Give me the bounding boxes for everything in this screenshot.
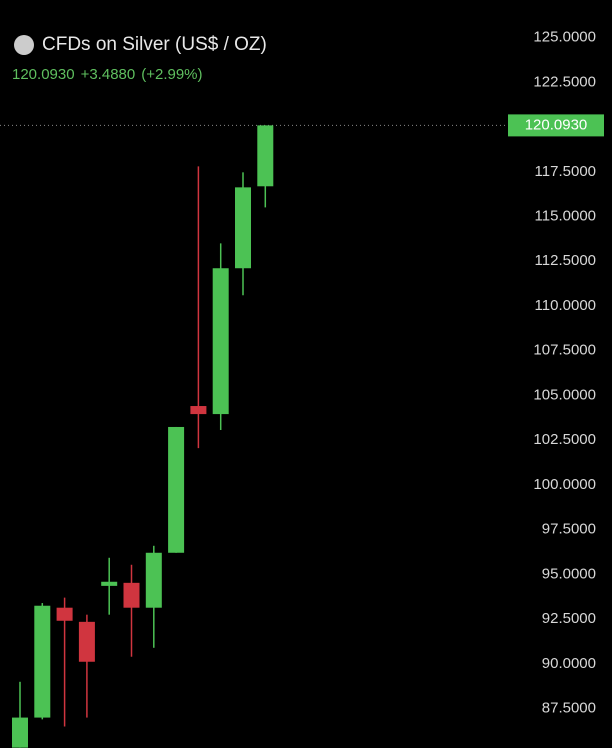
icon <box>14 35 34 55</box>
chart-title: CFDs on Silver (US$ / OZ) <box>42 34 267 55</box>
change: +3.4880 <box>81 66 136 83</box>
y-tick-label: 105.0000 <box>533 386 596 403</box>
y-tick-label: 102.5000 <box>533 431 596 448</box>
y-tick-label: 115.0000 <box>535 207 596 224</box>
candle-body <box>78 621 95 662</box>
candle-body <box>145 552 162 608</box>
candle-body <box>101 581 118 586</box>
y-tick-label: 100.0000 <box>533 476 596 493</box>
y-tick-label: 112.5000 <box>535 252 596 269</box>
candle-body <box>168 426 185 553</box>
candle-body <box>12 717 28 748</box>
last-price-label: 120.0930 <box>525 116 588 133</box>
candle-body <box>190 406 207 415</box>
candle-body <box>257 125 274 187</box>
candle-body <box>235 187 251 269</box>
y-tick-label: 92.5000 <box>542 610 596 627</box>
y-tick-label: 87.5000 <box>542 700 596 717</box>
y-tick-label: 97.5000 <box>542 521 596 538</box>
candle-body <box>123 582 140 608</box>
y-tick-label: 90.0000 <box>542 655 596 672</box>
y-tick-label: 110.0000 <box>535 297 596 314</box>
price-line: 120.0930 +3.4880 (+2.99%) <box>12 66 203 83</box>
last-price: 120.0930 <box>12 66 75 83</box>
candle-body <box>34 605 51 718</box>
candle-body <box>212 268 229 415</box>
candle-body <box>56 607 73 621</box>
y-tick-label: 107.5000 <box>533 342 596 359</box>
last-price-tag <box>508 114 604 137</box>
change-pct: (+2.99%) <box>141 66 202 83</box>
y-tick-label: 95.0000 <box>542 565 596 582</box>
y-tick-label: 122.5000 <box>533 73 596 90</box>
y-tick-label: 117.5000 <box>535 163 596 180</box>
y-tick-label: 125.0000 <box>533 29 596 46</box>
